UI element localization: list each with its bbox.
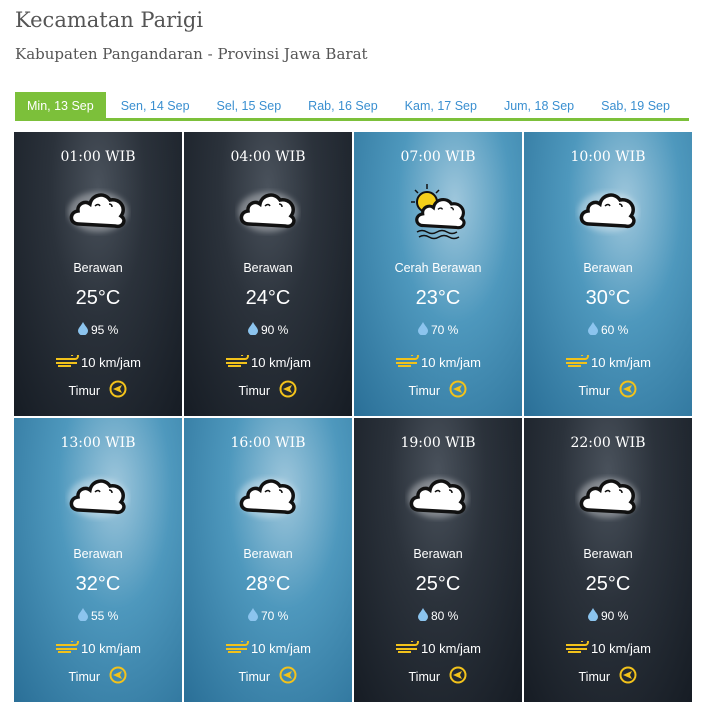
wind-speed: 10 km/jam: [81, 641, 141, 657]
temperature: 32°C: [75, 573, 121, 595]
wind-icon: [565, 638, 591, 656]
humidity-value: 55 %: [90, 609, 119, 623]
weather-condition: Berawan: [583, 261, 633, 275]
temperature: 24°C: [245, 287, 291, 309]
wind-speed: 10 km/jam: [81, 355, 141, 371]
weather-condition: Berawan: [73, 261, 123, 275]
wind-direction-arrow-icon: [109, 380, 127, 401]
wind-speed: 10 km/jam: [421, 355, 481, 371]
humidity-icon: [417, 322, 428, 338]
humidity-icon: [587, 608, 598, 624]
date-tabs: Min, 13 Sep Sen, 14 Sep Sel, 15 Sep Rab, 16…: [15, 92, 689, 121]
cloud-icon: [235, 466, 301, 528]
cloud-icon: [575, 180, 641, 242]
forecast-card: 19:00 WIB Berawan 25°C 80 % 10 km/jam Ti…: [354, 418, 522, 702]
temperature: 25°C: [75, 287, 121, 309]
humidity-icon: [417, 608, 428, 624]
cloud-icon: [405, 466, 471, 528]
wind-speed: 10 km/jam: [251, 641, 311, 657]
wind-direction-arrow-icon: [109, 666, 127, 687]
forecast-time: 10:00 WIB: [570, 149, 646, 165]
wind-direction: Timur: [578, 669, 610, 684]
weather-condition: Berawan: [583, 547, 633, 561]
forecast-card: 07:00 WIB Cerah Berawan 23°C 70 % 10 km/…: [354, 132, 522, 416]
tab-date[interactable]: Sab, 19 Sep: [601, 99, 670, 113]
forecast-time: 16:00 WIB: [230, 435, 306, 451]
wind-direction: Timur: [408, 383, 440, 398]
wind-icon: [55, 352, 81, 370]
wind-direction: Timur: [68, 669, 100, 684]
temperature: 28°C: [245, 573, 291, 595]
forecast-card: 04:00 WIB Berawan 24°C 90 % 10 km/jam Ti…: [184, 132, 352, 416]
weather-condition: Berawan: [73, 547, 123, 561]
temperature: 30°C: [585, 287, 631, 309]
wind-speed: 10 km/jam: [421, 641, 481, 657]
temperature: 25°C: [415, 573, 461, 595]
wind-direction-arrow-icon: [279, 380, 297, 401]
humidity-value: 70 %: [430, 323, 459, 337]
tab-date[interactable]: Kam, 17 Sep: [404, 99, 477, 113]
tab-date[interactable]: Rab, 16 Sep: [308, 99, 378, 113]
forecast-time: 22:00 WIB: [570, 435, 646, 451]
forecast-card: 22:00 WIB Berawan 25°C 90 % 10 km/jam Ti…: [524, 418, 692, 702]
wind-icon: [395, 638, 421, 656]
partly-cloudy-icon: [405, 180, 471, 242]
forecast-time: 13:00 WIB: [60, 435, 136, 451]
cloud-icon: [575, 466, 641, 528]
temperature: 23°C: [415, 287, 461, 309]
forecast-time: 07:00 WIB: [400, 149, 476, 165]
humidity-value: 90 %: [600, 609, 629, 623]
wind-icon: [565, 352, 591, 370]
tab-date[interactable]: Sel, 15 Sep: [216, 99, 282, 113]
wind-direction-arrow-icon: [449, 380, 467, 401]
wind-direction: Timur: [238, 669, 270, 684]
humidity-value: 90 %: [260, 323, 289, 337]
forecast-time: 04:00 WIB: [230, 149, 306, 165]
wind-icon: [225, 352, 251, 370]
weather-condition: Berawan: [413, 547, 463, 561]
tab-date[interactable]: Jum, 18 Sep: [503, 99, 575, 113]
wind-icon: [225, 638, 251, 656]
wind-direction-arrow-icon: [619, 380, 637, 401]
humidity-icon: [247, 322, 258, 338]
cloud-icon: [65, 466, 131, 528]
wind-direction-arrow-icon: [279, 666, 297, 687]
wind-icon: [55, 638, 81, 656]
tab-date[interactable]: Min, 13 Sep: [15, 92, 106, 118]
wind-icon: [395, 352, 421, 370]
page-subtitle: Kabupaten Pangandaran - Provinsi Jawa Ba…: [15, 45, 368, 63]
wind-direction: Timur: [408, 669, 440, 684]
weather-condition: Berawan: [243, 261, 293, 275]
wind-direction: Timur: [68, 383, 100, 398]
cloud-icon: [235, 180, 301, 242]
humidity-icon: [247, 608, 258, 624]
page-title: Kecamatan Parigi: [15, 8, 204, 32]
wind-direction: Timur: [578, 383, 610, 398]
tab-date[interactable]: Sen, 14 Sep: [120, 99, 190, 113]
cloud-icon: [65, 180, 131, 242]
temperature: 25°C: [585, 573, 631, 595]
humidity-value: 80 %: [430, 609, 459, 623]
humidity-value: 60 %: [600, 323, 629, 337]
humidity-value: 70 %: [260, 609, 289, 623]
wind-direction-arrow-icon: [619, 666, 637, 687]
forecast-time: 19:00 WIB: [400, 435, 476, 451]
wind-speed: 10 km/jam: [591, 355, 651, 371]
forecast-card: 13:00 WIB Berawan 32°C 55 % 10 km/jam Ti…: [14, 418, 182, 702]
weather-condition: Cerah Berawan: [394, 261, 482, 275]
humidity-icon: [587, 322, 598, 338]
forecast-card: 16:00 WIB Berawan 28°C 70 % 10 km/jam Ti…: [184, 418, 352, 702]
wind-speed: 10 km/jam: [251, 355, 311, 371]
wind-direction-arrow-icon: [449, 666, 467, 687]
forecast-grid: 01:00 WIB Berawan 25°C 95 % 10 km/jam Ti…: [14, 132, 692, 702]
weather-condition: Berawan: [243, 547, 293, 561]
forecast-card: 10:00 WIB Berawan 30°C 60 % 10 km/jam Ti…: [524, 132, 692, 416]
humidity-icon: [77, 608, 88, 624]
humidity-icon: [77, 322, 88, 338]
humidity-value: 95 %: [90, 323, 119, 337]
wind-direction: Timur: [238, 383, 270, 398]
forecast-time: 01:00 WIB: [60, 149, 136, 165]
forecast-card: 01:00 WIB Berawan 25°C 95 % 10 km/jam Ti…: [14, 132, 182, 416]
wind-speed: 10 km/jam: [591, 641, 651, 657]
